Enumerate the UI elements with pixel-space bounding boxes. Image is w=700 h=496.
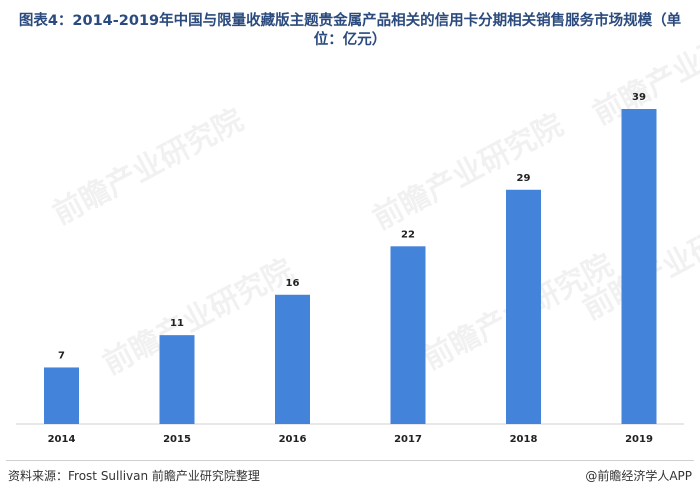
watermark-layer: 前瞻产业研究院前瞻产业研究院前瞻产业研究院前瞻产业研究院前瞻产业研究院前瞻产业研…: [47, 3, 700, 382]
value-label-2016: 16: [286, 278, 300, 289]
x-tick-2014: 2014: [48, 434, 76, 445]
bar-2015: [159, 335, 195, 424]
source-note: 资料来源：Frost Sullivan 前瞻产业研究院整理: [8, 469, 260, 483]
chart-title: 图表4：2014-2019年中国与限量收藏版主题贵金属产品相关的信用卡分期相关销…: [18, 13, 682, 48]
x-tick-2015: 2015: [163, 434, 191, 445]
footer-divider: [6, 460, 694, 461]
x-tick-2018: 2018: [510, 434, 538, 445]
value-label-2018: 29: [517, 173, 531, 184]
value-labels: 7 11 16 22 29 39: [58, 92, 646, 361]
watermark-text: 前瞻产业研究院: [97, 253, 299, 382]
x-tick-2017: 2017: [394, 434, 422, 445]
x-tick-2019: 2019: [625, 434, 653, 445]
value-label-2019: 39: [632, 92, 646, 103]
value-label-2017: 22: [401, 229, 415, 240]
x-tick-2016: 2016: [279, 434, 307, 445]
bar-2014: [44, 367, 79, 424]
watermark-text: 前瞻产业研究院: [47, 103, 249, 232]
bars: [44, 109, 657, 424]
value-label-2015: 11: [170, 318, 184, 329]
x-tick-labels: 2014 2015 2016 2017 2018 2019: [48, 434, 653, 445]
bar-2017: [390, 246, 426, 424]
value-label-2014: 7: [58, 350, 65, 361]
bar-2018: [506, 189, 541, 424]
bar-2019: [621, 109, 657, 424]
bar-2016: [275, 294, 310, 424]
brand-credit: @前瞻经济学人APP: [585, 469, 692, 483]
